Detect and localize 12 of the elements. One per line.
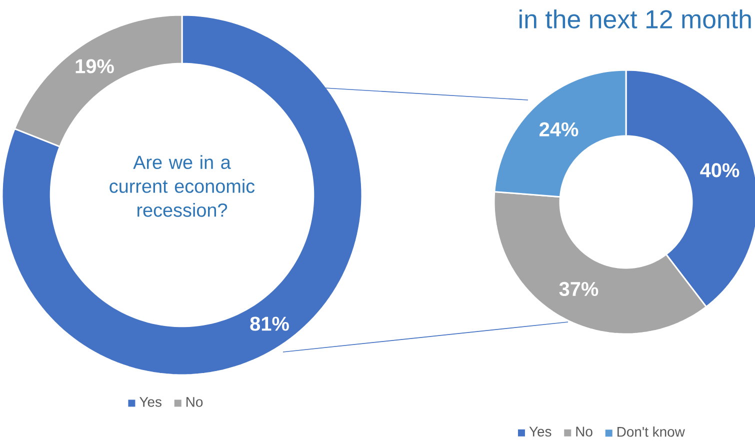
legend-label: Yes <box>529 426 552 437</box>
text: Are we in a current economic recession? <box>110 155 255 217</box>
legend-label: Yes <box>140 397 162 407</box>
data-label: 40% <box>700 163 740 178</box>
legend-label: No <box>186 397 203 407</box>
data-label: 37% <box>559 282 598 296</box>
data-label: 81% <box>250 316 289 331</box>
data-label: 24% <box>540 122 578 136</box>
legend-label: Don't know <box>618 426 685 437</box>
data-label: 19% <box>76 59 114 74</box>
chart-title: in the next 12 month <box>520 9 751 28</box>
legend-label: No <box>576 426 592 437</box>
